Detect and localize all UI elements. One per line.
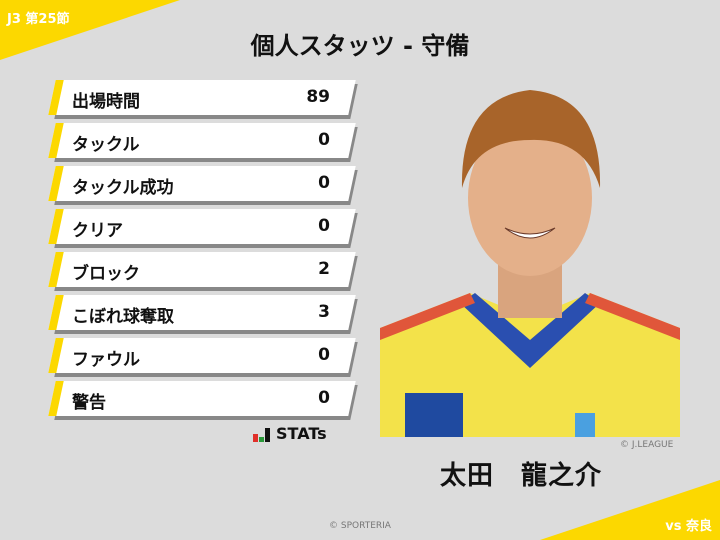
copyright: © SPORTERIA bbox=[329, 521, 391, 531]
corner-banner-top bbox=[0, 0, 180, 60]
round-label: J3 第25節 bbox=[7, 12, 70, 27]
corner-banner-bottom bbox=[540, 480, 720, 540]
stat-label: ファウル bbox=[72, 350, 140, 370]
stat-label: 出場時間 bbox=[72, 92, 140, 112]
stats-logo: STATs bbox=[253, 426, 327, 442]
stat-value: 0 bbox=[318, 130, 330, 150]
stat-row: 出場時間 89 bbox=[48, 80, 358, 119]
stat-row: ファウル 0 bbox=[48, 338, 358, 377]
photo-credit: © J.LEAGUE bbox=[620, 440, 674, 450]
page-title: 個人スタッツ - 守備 bbox=[250, 32, 470, 60]
stat-value: 0 bbox=[318, 173, 330, 193]
stat-row: タックル成功 0 bbox=[48, 166, 358, 205]
stat-row: 警告 0 bbox=[48, 381, 358, 420]
stat-value: 2 bbox=[318, 259, 330, 279]
stat-label: タックル bbox=[72, 135, 140, 155]
stat-label: 警告 bbox=[72, 393, 106, 413]
stat-value: 0 bbox=[318, 388, 330, 408]
opponent-label: vs 奈良 bbox=[665, 519, 712, 534]
stat-label: こぼれ球奪取 bbox=[72, 307, 174, 327]
stat-row: タックル 0 bbox=[48, 123, 358, 162]
stat-value: 0 bbox=[318, 216, 330, 236]
player-name: 太田 龍之介 bbox=[440, 461, 603, 491]
stat-row: クリア 0 bbox=[48, 209, 358, 248]
stat-row: こぼれ球奪取 3 bbox=[48, 295, 358, 334]
player-photo bbox=[380, 78, 680, 437]
stat-row: ブロック 2 bbox=[48, 252, 358, 291]
stat-label: タックル成功 bbox=[72, 178, 174, 198]
stat-label: クリア bbox=[72, 221, 123, 241]
stat-label: ブロック bbox=[72, 264, 140, 284]
bar-chart-icon bbox=[253, 428, 270, 442]
stat-value: 3 bbox=[318, 302, 330, 322]
stat-value: 89 bbox=[306, 87, 330, 107]
stat-value: 0 bbox=[318, 345, 330, 365]
